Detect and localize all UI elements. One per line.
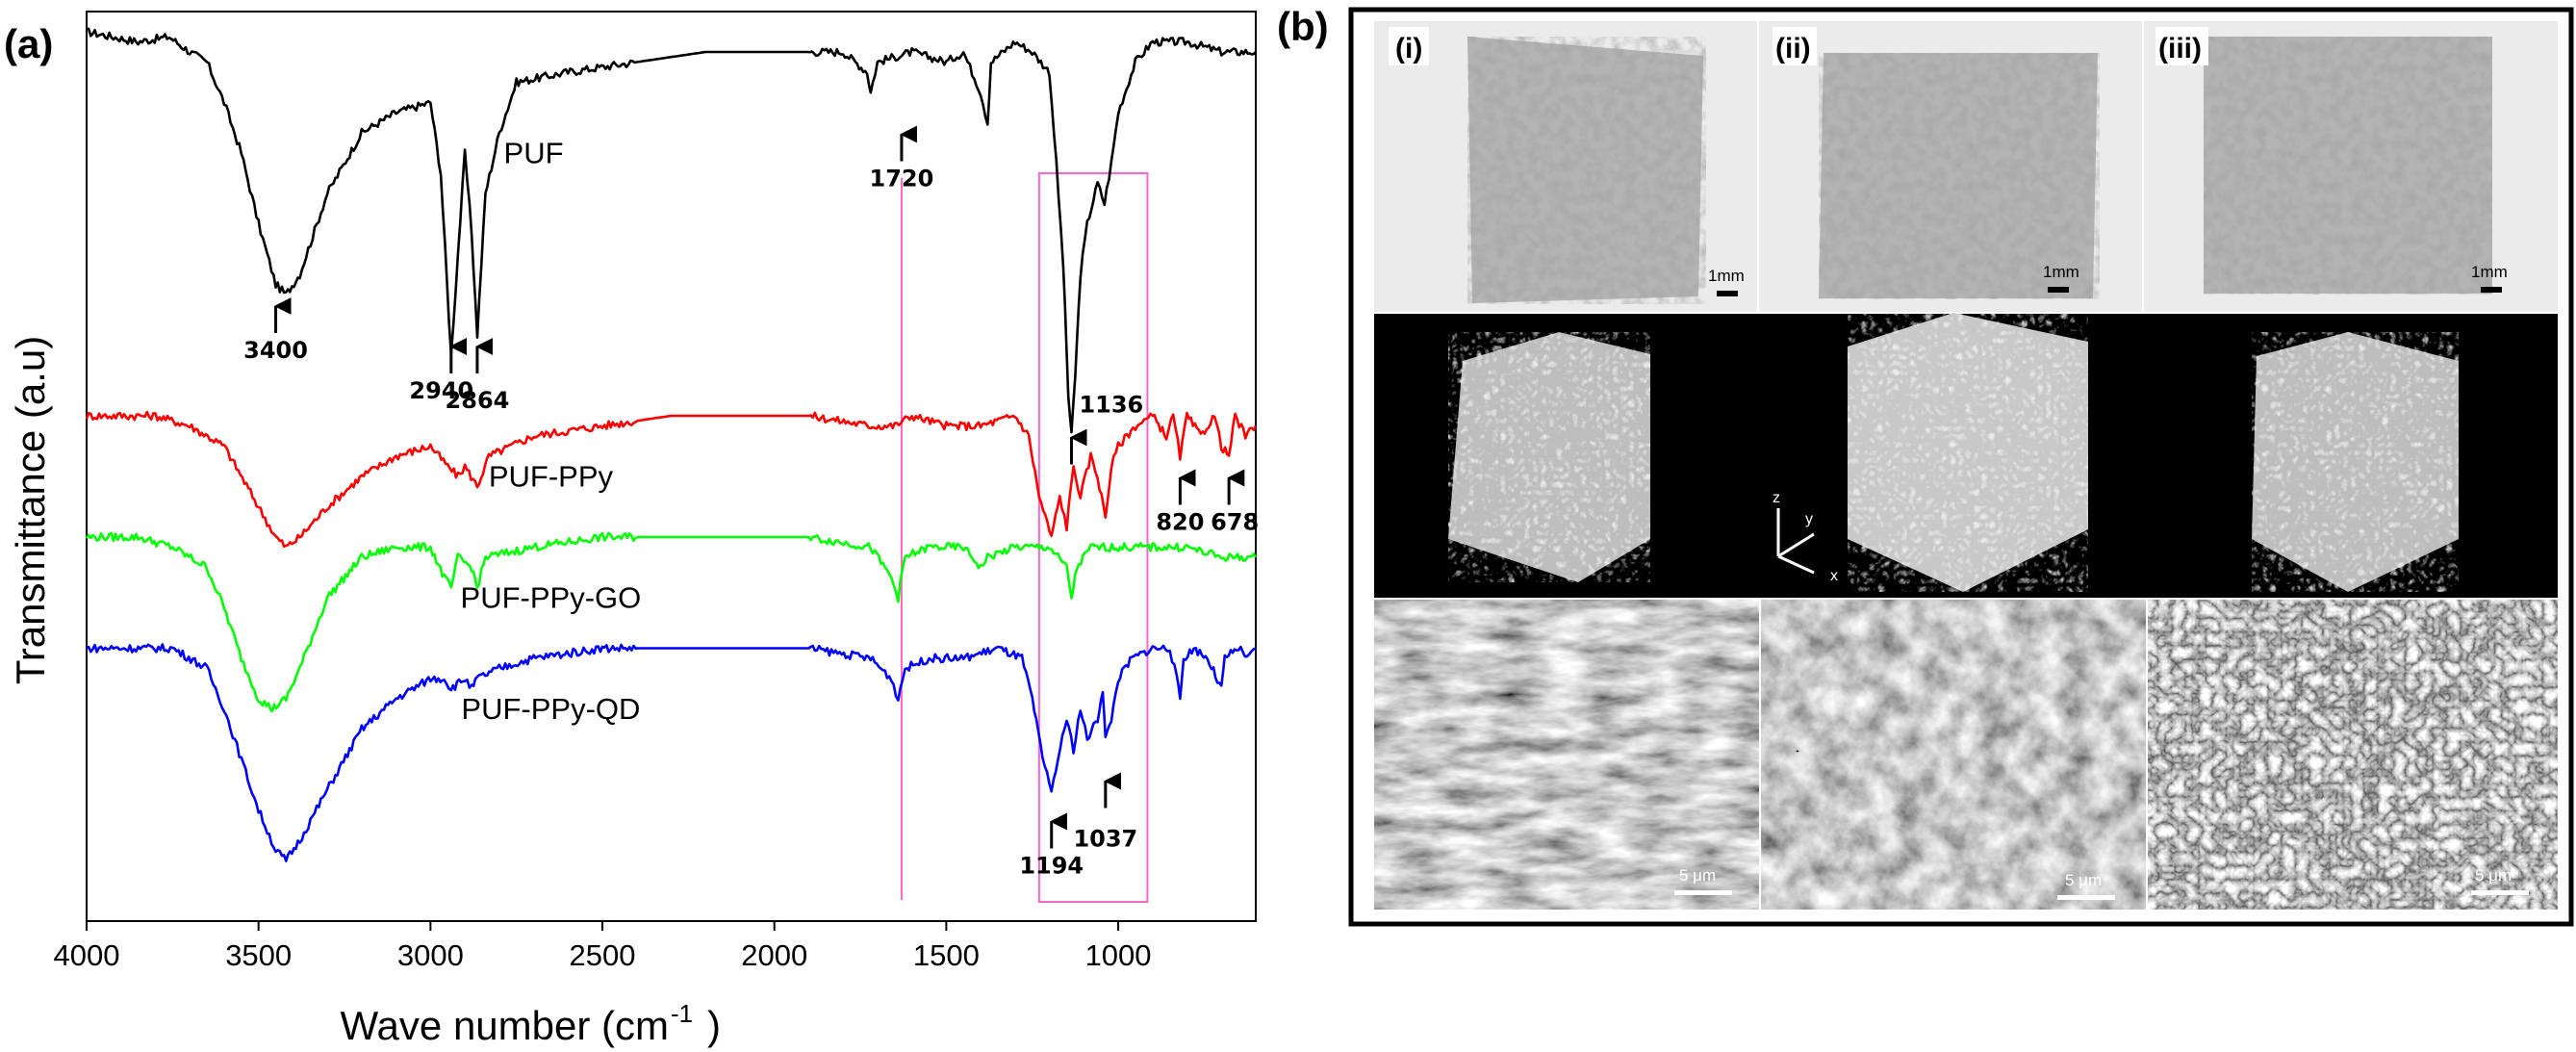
- series-line-puf-ppy: [85, 410, 1258, 549]
- panel-b-label: (b): [1277, 4, 1329, 49]
- peak-label-1037: 1037: [1073, 826, 1137, 853]
- x-axis-title-superscript: -1: [671, 999, 693, 1028]
- peak-label-1194: 1194: [1019, 853, 1084, 880]
- x-tick-label-2000: 2000: [741, 938, 807, 972]
- scale-bar-iii: [2481, 287, 2502, 293]
- sem-scale-bar-ii: [2057, 895, 2115, 900]
- series-label-puf-ppy-go: PUF-PPy-GO: [461, 581, 642, 615]
- x-tick-label-2500: 2500: [570, 938, 636, 972]
- x-axis-title-close: ): [707, 1003, 721, 1048]
- peak-label-820: 820: [1156, 509, 1204, 536]
- micrograph-panel: (i) (ii) (iii) 1mm 1mm 1mm: [1348, 7, 2574, 927]
- peak-label-1720: 1720: [870, 166, 934, 192]
- series-lines: [85, 27, 1258, 862]
- series-label-puf: PUF: [504, 137, 564, 170]
- x-axis-title: Wave number (cm: [340, 1003, 669, 1048]
- series-label-puf-ppy: PUF-PPy: [489, 460, 614, 494]
- series-label-puf-ppy-qd: PUF-PPy-QD: [461, 692, 640, 726]
- sem-image-ii: [1761, 600, 2146, 910]
- panel-a-label: (a): [4, 21, 53, 66]
- label-i: (i): [1395, 33, 1422, 64]
- x-tick-label-3000: 3000: [397, 938, 464, 972]
- sem-scale-label-ii: 5 μm: [2065, 871, 2102, 889]
- sem-scale-bar-i: [1674, 890, 1732, 895]
- label-ii: (ii): [1775, 33, 1811, 64]
- foam-photo-ii: [1819, 53, 2100, 299]
- sem-scale-label-i: 5 μm: [1679, 866, 1716, 885]
- peak-label-2940: 2940: [409, 377, 473, 404]
- x-tick-label-1500: 1500: [913, 938, 980, 972]
- foam-photo-iii: [2204, 37, 2492, 295]
- axis-z-label: z: [1773, 490, 1780, 506]
- peak-label-2864: 2864: [446, 387, 510, 414]
- x-tick-label-1000: 1000: [1085, 938, 1152, 972]
- label-iii: (iii): [2158, 33, 2202, 64]
- xyz-axes-icon: [1776, 508, 1815, 575]
- x-axis-ticks: 4000 3500 3000 2500 2000 1500 1000: [54, 921, 1152, 972]
- scale-label-iii: 1mm: [2471, 263, 2508, 281]
- sem-scale-bar-iii: [2471, 890, 2529, 895]
- sem-row: 5 μm 5 μm 5 μm: [1374, 600, 2558, 910]
- highlight-region: [900, 172, 1149, 903]
- series-line-puf-ppy-qd: [86, 643, 1257, 862]
- foam-photo-i: [1467, 37, 1706, 304]
- scale-label-i: 1mm: [1708, 267, 1745, 285]
- axis-x-label: x: [1830, 568, 1838, 584]
- scale-label-ii: 1mm: [2043, 263, 2079, 281]
- scale-bar-ii: [2048, 287, 2069, 293]
- scale-bar-i: [1717, 291, 1738, 296]
- plot-frame: [86, 11, 1257, 922]
- x-tick-label-3500: 3500: [225, 938, 292, 972]
- peak-label-1136: 1136: [1079, 392, 1143, 419]
- sem-scale-label-iii: 5 μm: [2475, 866, 2512, 885]
- photo-row: (i) (ii) (iii) 1mm 1mm 1mm: [1374, 21, 2558, 312]
- y-axis-title: Transmittance (a.u): [8, 336, 53, 685]
- peak-label-678: 678: [1211, 509, 1259, 536]
- highlight-box: [1037, 172, 1149, 903]
- microct-row: z y x: [1374, 313, 2558, 598]
- series-line-puf-ppy-go: [85, 531, 1258, 713]
- axis-y-label: y: [1805, 511, 1813, 527]
- sem-image-i: [1374, 600, 1759, 910]
- series-labels: PUF PUF-PPy PUF-PPy-GO PUF-PPy-QD: [461, 137, 642, 727]
- sem-image-iii: [2148, 600, 2558, 910]
- peak-label-3400: 3400: [243, 337, 308, 364]
- x-tick-label-4000: 4000: [54, 938, 120, 972]
- series-line-puf: [86, 27, 1257, 434]
- ftir-chart: 4000 3500 3000 2500 2000 1500 1000 PUFPUF-PPyP…: [8, 11, 1259, 1048]
